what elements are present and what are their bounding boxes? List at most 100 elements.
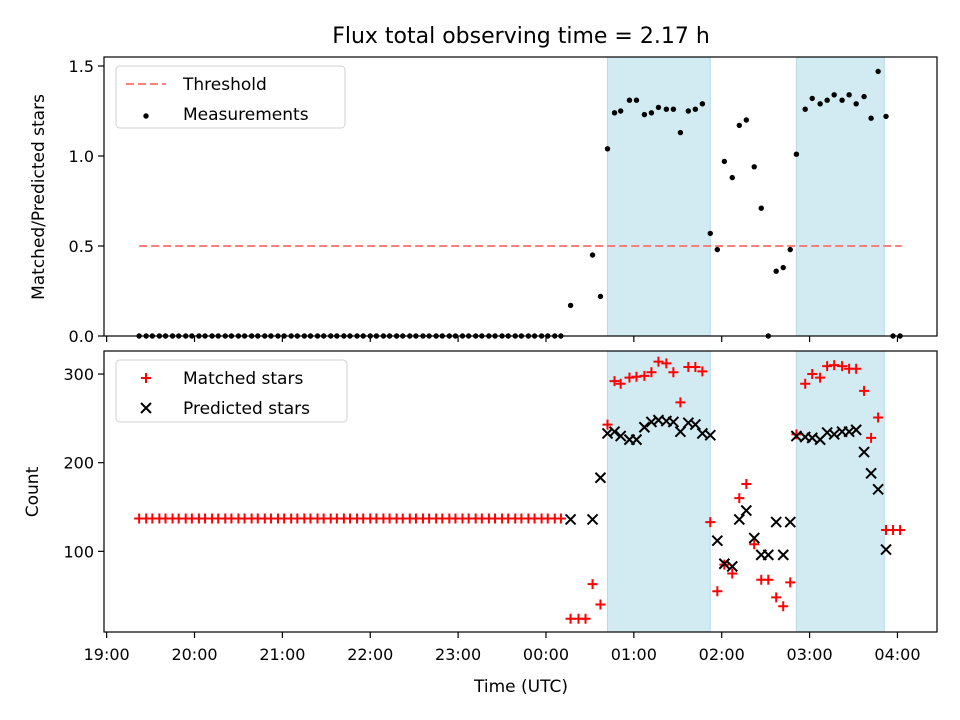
matched-stars-point — [851, 363, 862, 374]
matched-stars-point — [668, 367, 679, 378]
matched-stars-point — [712, 586, 723, 597]
measurement-point — [751, 164, 757, 170]
measurement-point — [648, 110, 655, 116]
x-tick-label: 23:00 — [435, 645, 481, 664]
legend-matched-swatch — [141, 373, 151, 383]
measurement-point — [736, 122, 742, 129]
matched-stars-point — [859, 385, 870, 396]
predicted-stars-point — [689, 418, 702, 431]
measurement-point — [699, 101, 706, 107]
matched-stars-point — [771, 592, 782, 603]
x-tick-label: 19:00 — [84, 645, 130, 664]
matched-stars-point — [873, 412, 884, 423]
matched-stars-point — [895, 525, 906, 536]
y-tick-label: 0.5 — [69, 237, 94, 256]
predicted-stars-point — [880, 543, 892, 556]
predicted-stars-point — [850, 424, 862, 436]
matched-stars-point — [653, 356, 664, 367]
predicted-stars-point — [740, 504, 753, 517]
measurement-point — [589, 252, 596, 258]
measurement-point — [831, 92, 837, 98]
predicted-stars-point — [748, 532, 760, 544]
predicted-stars-point — [726, 560, 738, 573]
predicted-stars-point — [762, 549, 774, 561]
legend-label: Predicted stars — [183, 399, 310, 419]
matched-stars-point — [837, 361, 848, 372]
measurement-point — [787, 246, 793, 253]
measurement-point — [714, 246, 721, 253]
series-predicted-stars — [564, 414, 892, 573]
predicted-stars-point — [594, 472, 607, 484]
matched-stars-point — [734, 493, 745, 504]
measurement-point — [817, 101, 823, 107]
predicted-stars-point — [614, 430, 627, 442]
matched-stars-point — [727, 568, 738, 579]
measurement-point — [655, 104, 662, 111]
measurement-point — [780, 264, 786, 271]
measurement-point — [824, 97, 830, 103]
matched-stars-point — [815, 372, 826, 383]
x-tick-label: 04:00 — [874, 645, 920, 664]
measurement-point — [853, 101, 859, 107]
predicted-stars-point — [711, 534, 724, 547]
matched-stars-point — [595, 599, 606, 610]
legend-predicted-swatch — [140, 402, 152, 414]
matched-stars-point — [749, 539, 760, 550]
measurement-point — [567, 302, 574, 309]
measurement-point — [883, 113, 889, 120]
predicted-stars-point — [865, 467, 877, 480]
matched-stars-point — [609, 376, 620, 387]
x-tick-label: 22:00 — [347, 645, 393, 664]
observing-window-band — [795, 350, 885, 633]
predicted-stars-point — [784, 516, 796, 528]
matched-stars-point — [615, 378, 626, 389]
measurement-point — [846, 92, 852, 98]
matched-stars-point — [639, 370, 650, 381]
predicted-stars-point — [564, 513, 577, 526]
series-measurements — [136, 68, 903, 339]
bottom-y-axis-label: Count — [23, 466, 43, 517]
measurement-point — [875, 68, 881, 75]
x-tick-label: 01:00 — [611, 645, 657, 664]
matched-stars-point — [646, 367, 657, 378]
matched-stars-point — [791, 429, 802, 440]
predicted-stars-point — [674, 425, 687, 438]
chart-title: Flux total observing time = 2.17 h — [332, 24, 710, 49]
predicted-stars-point — [608, 425, 621, 438]
predicted-stars-point — [770, 516, 782, 528]
legend-label: Threshold — [182, 75, 267, 95]
y-tick-label: 1.5 — [69, 57, 94, 76]
x-axis-label: Time (UTC) — [473, 677, 568, 697]
matched-stars-point — [697, 366, 708, 377]
measurement-point — [861, 93, 867, 100]
axes-frame — [103, 350, 938, 633]
measurement-point — [839, 97, 845, 103]
measurement-point — [692, 106, 699, 112]
measurement-point — [793, 151, 800, 157]
measurement-point — [617, 108, 624, 114]
observing-window-band — [606, 56, 711, 337]
measurement-point — [721, 158, 728, 165]
x-tick-label: 20:00 — [171, 645, 217, 664]
measurement-point — [773, 268, 779, 274]
matched-stars-point — [800, 378, 811, 389]
legend-box — [115, 65, 346, 129]
matched-stars-point — [587, 579, 598, 590]
legend: Threshold Measurements — [115, 65, 346, 129]
top-y-axis-label: Matched/Predicted stars — [29, 94, 49, 300]
predicted-stars-point — [872, 483, 884, 495]
measurement-point — [633, 97, 640, 103]
legend-label: Measurements — [183, 105, 309, 125]
predicted-stars-point — [733, 513, 746, 526]
y-tick-label: 300 — [63, 365, 94, 384]
matched-stars-point — [690, 361, 701, 372]
x-tick-label: 02:00 — [699, 645, 745, 664]
measurement-point — [743, 117, 750, 123]
measurement-point — [758, 205, 764, 211]
predicted-stars-point — [828, 428, 840, 441]
legend: Matched stars Predicted stars — [115, 359, 348, 423]
matched-stars-point — [602, 419, 613, 430]
matched-stars-point — [555, 513, 566, 524]
legend-box — [115, 359, 348, 423]
